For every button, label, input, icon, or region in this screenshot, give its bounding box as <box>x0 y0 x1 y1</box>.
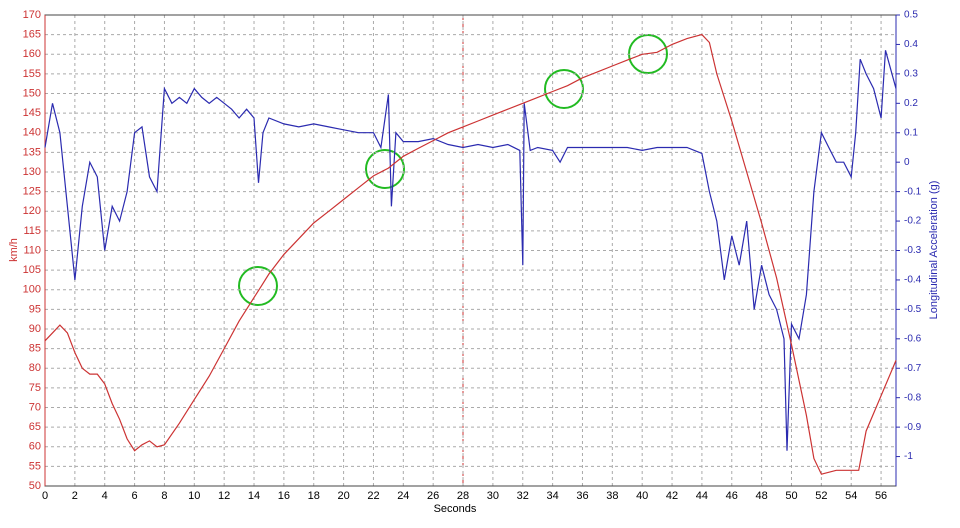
y-tick-label: 130 <box>23 166 41 178</box>
y-tick-label: 145 <box>23 107 41 119</box>
x-tick-label: 6 <box>132 490 138 502</box>
x-tick-label: 30 <box>487 490 499 502</box>
y-tick-label: 60 <box>29 441 41 453</box>
x-tick-label: 8 <box>161 490 167 502</box>
y2-tick-label: -0.1 <box>904 186 922 197</box>
y-tick-label: 55 <box>29 460 41 472</box>
y-tick-label: 140 <box>23 127 41 139</box>
x-tick-label: 54 <box>845 490 857 502</box>
x-tick-label: 32 <box>517 490 529 502</box>
x-tick-label: 14 <box>248 490 260 502</box>
y2-tick-label: 0 <box>904 157 910 168</box>
x-tick-label: 50 <box>785 490 797 502</box>
y-tick-label: 125 <box>23 186 41 198</box>
y-tick-label: 70 <box>29 401 41 413</box>
x-tick-label: 0 <box>42 490 48 502</box>
x-tick-label: 52 <box>815 490 827 502</box>
x-tick-label: 4 <box>102 490 108 502</box>
series-line <box>44 33 897 475</box>
x-tick-label: 34 <box>546 490 558 502</box>
y-tick-label: 100 <box>23 284 41 296</box>
x-tick-label: 38 <box>606 490 618 502</box>
highlight <box>544 69 584 109</box>
y2-tick-label: -0.7 <box>904 363 922 374</box>
y-tick-label: 75 <box>29 382 41 394</box>
x-tick-label: 56 <box>875 490 887 502</box>
highlight <box>238 266 278 306</box>
x-tick-label: 28 <box>457 490 469 502</box>
y2-tick-label: -0.3 <box>904 245 922 256</box>
y2-tick-label: -0.5 <box>904 304 922 315</box>
x-axis-label: Seconds <box>434 503 477 515</box>
x-tick-label: 46 <box>726 490 738 502</box>
y2-tick-label: 0.4 <box>904 39 918 50</box>
x-tick-label: 48 <box>756 490 768 502</box>
x-tick-label: 2 <box>72 490 78 502</box>
y-tick-label: 95 <box>29 303 41 315</box>
x-tick-label: 44 <box>696 490 708 502</box>
x-tick-label: 26 <box>427 490 439 502</box>
y-tick-label: 110 <box>23 244 41 256</box>
y2-tick-label: -0.4 <box>904 275 922 286</box>
y-tick-label: 165 <box>23 29 41 41</box>
y-tick-label: 105 <box>23 264 41 276</box>
y-tick-label: 65 <box>29 421 41 433</box>
y-tick-label: 150 <box>23 87 41 99</box>
y-tick-label: 85 <box>29 343 41 355</box>
y-tick-label: 90 <box>29 323 41 335</box>
series-line <box>44 50 897 451</box>
x-tick-label: 16 <box>278 490 290 502</box>
y2-tick-label: -0.8 <box>904 392 922 403</box>
y-tick-label: 80 <box>29 362 41 374</box>
y2-tick-label: -0.2 <box>904 216 922 227</box>
y2-tick-label: -0.6 <box>904 333 922 344</box>
y-tick-label: 50 <box>29 480 41 492</box>
x-tick-label: 36 <box>576 490 588 502</box>
x-tick-label: 42 <box>666 490 678 502</box>
y2-axis-label: Longitudinal Acceleration (g) <box>928 181 940 320</box>
y2-tick-label: -1 <box>904 451 913 462</box>
x-tick-label: 12 <box>218 490 230 502</box>
y2-tick-label: -0.9 <box>904 422 922 433</box>
x-tick-label: 22 <box>367 490 379 502</box>
x-tick-label: 24 <box>397 490 409 502</box>
y2-tick-label: 0.1 <box>904 127 918 138</box>
y-tick-label: 170 <box>23 9 41 21</box>
y-axis-label: km/h <box>8 238 20 262</box>
y2-tick-label: 0.2 <box>904 98 918 109</box>
highlight <box>365 149 405 189</box>
y-tick-label: 155 <box>23 68 41 80</box>
highlight-circles <box>238 34 668 306</box>
y2-tick-label: 0.5 <box>904 10 918 21</box>
x-tick-label: 18 <box>308 490 320 502</box>
y-tick-label: 135 <box>23 146 41 158</box>
y2-tick-label: 0.3 <box>904 69 918 80</box>
y-tick-label: 120 <box>23 205 41 217</box>
y-tick-label: 160 <box>23 48 41 60</box>
x-tick-label: 10 <box>188 490 200 502</box>
y-tick-label: 115 <box>23 225 41 237</box>
x-tick-label: 40 <box>636 490 648 502</box>
x-tick-label: 20 <box>337 490 349 502</box>
